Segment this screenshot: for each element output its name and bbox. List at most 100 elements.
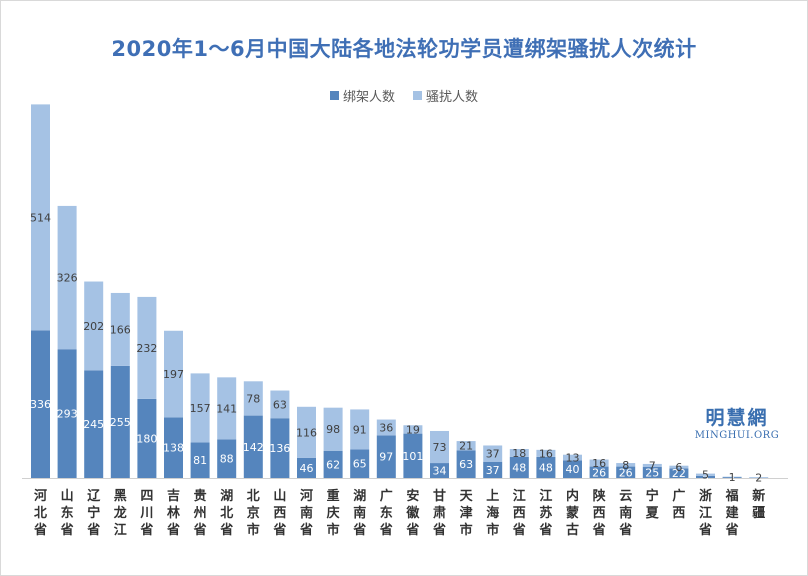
data-label-harass: 78 [246, 392, 260, 405]
bar-harass [350, 409, 370, 450]
data-label-harass: 202 [83, 320, 104, 333]
data-label-kidnap: 63 [459, 458, 473, 471]
category-label: 福建省 [725, 488, 739, 538]
data-label-kidnap: 142 [243, 441, 264, 454]
legend-label-harass: 骚扰人数 [426, 90, 479, 105]
data-label-harass: 8 [622, 459, 629, 472]
data-label-kidnap: 26 [592, 466, 606, 479]
data-label-kidnap: 245 [83, 418, 104, 431]
bar-kidnap [376, 435, 396, 478]
category-label: 贵州省 [193, 488, 207, 538]
category-label: 辽宁省 [86, 489, 101, 538]
data-label-harass: 37 [486, 448, 500, 461]
bar-harass [376, 419, 396, 436]
bar-kidnap [536, 456, 556, 478]
category-label: 广东省 [379, 488, 393, 538]
bar-kidnap [350, 449, 370, 478]
category-label: 甘肃省 [432, 488, 446, 538]
data-label-harass: 13 [566, 452, 580, 465]
data-label-kidnap: 40 [566, 463, 580, 476]
bar-harass [323, 407, 343, 451]
category-label: 天津市 [460, 489, 474, 538]
data-label-kidnap: 37 [486, 464, 500, 477]
data-label-harass: 5 [702, 469, 709, 482]
bar-kidnap [137, 398, 157, 478]
category-label: 上海市 [486, 489, 499, 538]
bar-kidnap [642, 467, 662, 478]
data-label-kidnap: 65 [353, 458, 367, 471]
bar-harass [430, 430, 449, 464]
bar-kidnap [563, 460, 582, 478]
category-label: 河南省 [299, 488, 313, 538]
bar-harass [164, 330, 183, 418]
data-label-kidnap: 62 [326, 458, 340, 471]
bar-kidnap [164, 417, 183, 478]
bar-kidnap [483, 461, 503, 478]
category-label: 湖南省 [352, 489, 366, 538]
data-label-harass: 197 [163, 368, 184, 381]
bar-harass [616, 463, 636, 467]
category-label: 新疆 [752, 488, 765, 521]
data-label-kidnap: 81 [193, 454, 207, 467]
data-label-kidnap: 101 [402, 450, 423, 463]
data-label-harass: 157 [190, 402, 211, 415]
bar-kidnap [430, 463, 449, 478]
data-label-kidnap: 26 [619, 466, 633, 479]
logo-text-en: MINGHUI.ORG [694, 430, 780, 441]
bar-harass [456, 441, 476, 451]
bar-kidnap [403, 433, 423, 478]
bar-harass [669, 465, 689, 469]
bar-harass [110, 292, 130, 366]
category-label: 江西省 [512, 488, 526, 538]
bar-kidnap [616, 466, 636, 478]
data-label-harass: 98 [326, 423, 340, 436]
legend: 绑架人数 骚扰人数 [0, 86, 808, 105]
bar-kidnap [110, 365, 130, 478]
data-label-kidnap: 136 [269, 442, 290, 455]
bar-harass [243, 381, 263, 416]
category-label: 宁夏 [645, 488, 660, 521]
category-label: 北京市 [247, 489, 260, 538]
bar-kidnap [722, 477, 742, 478]
data-label-kidnap: 88 [220, 453, 234, 466]
data-label-kidnap: 48 [539, 461, 553, 474]
bar-harass [536, 449, 556, 457]
data-label-harass: 141 [216, 402, 237, 415]
bar-harass [270, 390, 290, 419]
data-label-kidnap: 255 [110, 416, 131, 429]
data-label-kidnap: 293 [57, 408, 78, 421]
bar-harass [190, 373, 210, 443]
data-label-harass: 21 [459, 440, 473, 453]
bar-kidnap [509, 456, 529, 478]
bar-harass [483, 445, 503, 462]
data-label-harass: 2 [755, 472, 762, 485]
data-label-harass: 7 [649, 459, 656, 472]
bar-harass [642, 463, 662, 468]
data-label-kidnap: 2 [729, 472, 736, 485]
data-label-kidnap: 97 [379, 451, 393, 464]
bar-kidnap [31, 330, 50, 478]
data-label-harass: 36 [379, 421, 393, 434]
bar-kidnap [696, 475, 715, 478]
bar-harass [57, 205, 77, 350]
bar-harass [509, 448, 529, 457]
bar-kidnap [456, 450, 476, 478]
category-label: 重庆市 [326, 488, 340, 538]
category-label: 山西省 [272, 488, 286, 538]
data-label-kidnap: 0 [755, 466, 762, 479]
bar-kidnap [589, 466, 609, 478]
category-label: 湖北省 [219, 489, 233, 538]
data-label-harass: 91 [353, 423, 367, 436]
data-label-kidnap: 336 [30, 398, 51, 411]
minghui-logo: 明慧網 MINGHUI.ORG [692, 403, 782, 441]
data-label-harass: 116 [296, 426, 317, 439]
data-label-harass: 18 [512, 447, 526, 460]
bar-kidnap [669, 468, 689, 478]
category-label: 云南省 [618, 489, 632, 538]
data-label-kidnap: 5 [702, 471, 709, 484]
bar-harass [403, 425, 423, 434]
data-label-kidnap: 22 [672, 467, 686, 480]
data-label-harass: 166 [110, 323, 131, 336]
